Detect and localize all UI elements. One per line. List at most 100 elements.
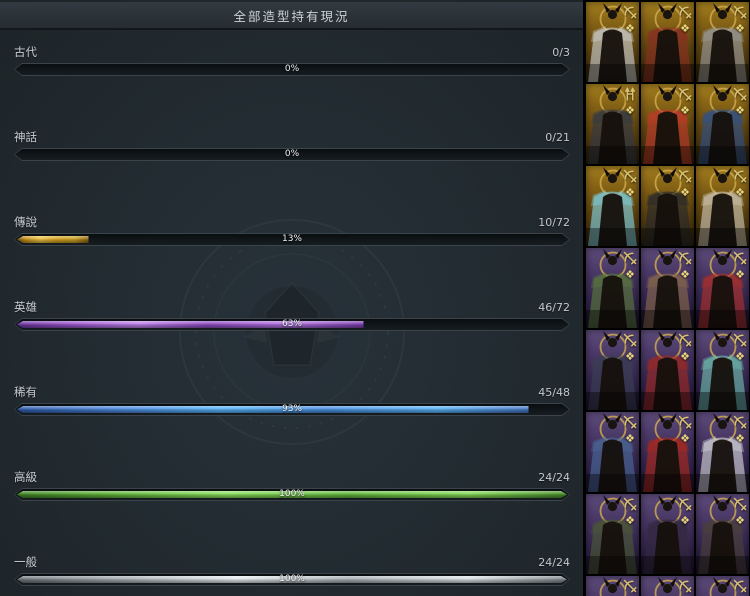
weapon-bow-icon: [623, 415, 637, 429]
tier-name: 傳說: [14, 215, 37, 229]
tier-count: 45/48: [538, 386, 570, 399]
tier-header: 稀有 45/48: [14, 386, 570, 399]
skin-portrait-cell[interactable]: ❖: [586, 576, 639, 596]
tier-progress-bar: 0%: [14, 148, 570, 161]
skin-portrait-cell[interactable]: ❖: [696, 330, 749, 410]
weapon-bow-icon: [678, 169, 692, 183]
character-portrait: [586, 85, 639, 164]
tier-header: 古代 0/3: [14, 46, 570, 59]
diamond-cluster-icon: ❖: [625, 350, 635, 363]
weapon-bow-icon: [678, 497, 692, 511]
skin-portrait-cell[interactable]: ❖: [641, 494, 694, 574]
skin-portrait-cell[interactable]: ❖: [641, 166, 694, 246]
weapon-bow-icon: [678, 415, 692, 429]
character-portrait: [696, 85, 749, 164]
diamond-cluster-icon: ❖: [625, 268, 635, 281]
tier-header: 一般 24/24: [14, 556, 570, 569]
weapon-bow-icon: [623, 333, 637, 347]
diamond-cluster-icon: ❖: [735, 350, 745, 363]
weapon-bow-icon: [678, 333, 692, 347]
weapon-bow-icon: [733, 333, 747, 347]
skin-portrait-cell[interactable]: ❖: [586, 248, 639, 328]
diamond-cluster-icon: ❖: [625, 432, 635, 445]
skin-portrait-cell[interactable]: ❖: [641, 330, 694, 410]
character-portrait: [641, 413, 694, 492]
diamond-cluster-icon: ❖: [735, 22, 745, 35]
character-portrait: [641, 249, 694, 328]
progress-percent-label: 100%: [279, 574, 305, 584]
skin-portrait-cell[interactable]: ❖: [696, 576, 749, 596]
diamond-cluster-icon: ❖: [680, 350, 690, 363]
skin-portrait-cell[interactable]: ❖: [586, 330, 639, 410]
skin-portrait-cell[interactable]: ❖: [696, 2, 749, 82]
skin-portrait-cell[interactable]: ❖: [641, 84, 694, 164]
character-portrait: [586, 249, 639, 328]
progress-percent-label: 0%: [284, 149, 300, 159]
skin-portrait-cell[interactable]: ❖: [696, 248, 749, 328]
skin-portrait-cell[interactable]: ❖: [586, 494, 639, 574]
panel-title-bar: 全部造型持有現況: [0, 2, 583, 30]
weapon-bow-icon: [623, 579, 637, 593]
weapon-bow-icon: [733, 169, 747, 183]
skin-portrait-cell[interactable]: ❖: [696, 166, 749, 246]
weapon-bow-icon: [623, 169, 637, 183]
tier-count: 24/24: [538, 556, 570, 569]
tier-name: 神話: [14, 130, 37, 144]
diamond-cluster-icon: ❖: [735, 514, 745, 527]
character-portrait: [654, 577, 682, 596]
character-portrait: [641, 495, 694, 574]
diamond-cluster-icon: ❖: [680, 186, 690, 199]
skin-portrait-cell[interactable]: ❖: [641, 576, 694, 596]
weapon-bow-icon: [678, 579, 692, 593]
skin-status-panel: 全部造型持有現況 古代 0/3 0% 神話 0/21: [0, 0, 583, 596]
diamond-cluster-icon: ❖: [625, 22, 635, 35]
tier-count: 0/3: [552, 46, 570, 59]
panel-title: 全部造型持有現況: [233, 8, 350, 24]
tier-progress-bar: 63%: [14, 318, 570, 331]
weapon-lance-icon: [625, 87, 635, 101]
tier-header: 高級 24/24: [14, 471, 570, 484]
skin-portrait-cell[interactable]: ❖: [641, 2, 694, 82]
character-portrait: [599, 577, 627, 596]
diamond-cluster-icon: ❖: [680, 104, 690, 117]
progress-percent-label: 13%: [281, 234, 302, 244]
tier-name: 高級: [14, 470, 37, 484]
tier-name: 一般: [14, 555, 37, 569]
diamond-cluster-icon: ❖: [680, 268, 690, 281]
skin-portrait-cell[interactable]: ❖: [586, 2, 639, 82]
skin-portrait-cell[interactable]: ❖: [641, 412, 694, 492]
tier-header: 英雄 46/72: [14, 301, 570, 314]
skin-portrait-cell[interactable]: ❖: [696, 494, 749, 574]
skin-portrait-cell[interactable]: ❖: [641, 248, 694, 328]
diamond-cluster-icon: ❖: [735, 104, 745, 117]
skin-portrait-cell[interactable]: ❖: [586, 166, 639, 246]
progress-percent-label: 0%: [284, 64, 300, 74]
progress-fill: [17, 576, 567, 583]
diamond-cluster-icon: ❖: [680, 432, 690, 445]
diamond-cluster-icon: ❖: [735, 432, 745, 445]
tier-count: 24/24: [538, 471, 570, 484]
progress-percent-label: 63%: [281, 319, 302, 329]
weapon-bow-icon: [733, 87, 747, 101]
diamond-cluster-icon: ❖: [625, 186, 635, 199]
skin-portrait-cell[interactable]: ❖: [586, 412, 639, 492]
progress-percent-label: 93%: [281, 404, 302, 414]
weapon-bow-icon: [623, 251, 637, 265]
diamond-cluster-icon: ❖: [680, 514, 690, 527]
tier-header: 傳說 10/72: [14, 216, 570, 229]
tier-header: 神話 0/21: [14, 131, 570, 144]
character-portrait: [586, 413, 639, 492]
character-portrait: [696, 167, 749, 246]
character-portrait: [586, 3, 639, 82]
progress-fill: [17, 406, 529, 413]
character-portrait: [696, 249, 749, 328]
tier-row: 神話 0/21 0%: [0, 115, 583, 200]
skin-portrait-cell[interactable]: ❖: [696, 412, 749, 492]
diamond-cluster-icon: ❖: [735, 186, 745, 199]
skin-portrait-cell[interactable]: ❖: [696, 84, 749, 164]
tier-list: 古代 0/3 0% 神話 0/21 0% 傳說 10/72 13%: [0, 30, 583, 596]
tier-name: 英雄: [14, 300, 37, 314]
skin-portrait-cell[interactable]: ❖: [586, 84, 639, 164]
tier-name: 稀有: [14, 385, 37, 399]
